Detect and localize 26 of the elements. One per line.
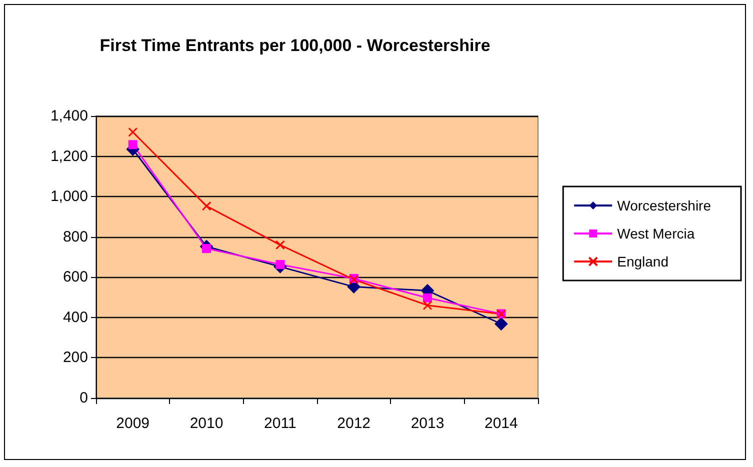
point — [276, 260, 285, 269]
x-tick-label: 2014 — [484, 415, 518, 432]
chart-title: First Time Entrants per 100,000 - Worcestershire — [100, 36, 490, 55]
y-tick-label: 1,000 — [50, 188, 88, 206]
x-tick-label: 2011 — [264, 415, 296, 432]
point — [128, 140, 138, 150]
x-tick-label: 2013 — [410, 415, 444, 432]
legend-label: West Mercia — [617, 226, 695, 242]
x-tick-label: 2012 — [337, 415, 371, 432]
y-tick-label: 1,400 — [50, 108, 88, 124]
legend-label: England — [617, 254, 669, 270]
y-tick-label: 600 — [62, 268, 88, 286]
y-tick-label: 1,200 — [50, 148, 88, 165]
point — [202, 201, 212, 211]
x-tick-label: 2010 — [190, 415, 224, 432]
y-tick-label: 400 — [62, 308, 88, 326]
y-tick-label: 200 — [62, 349, 88, 366]
x-tick-label: 2009 — [116, 415, 150, 432]
point — [423, 293, 432, 302]
point — [128, 127, 138, 137]
y-tick-label: 0 — [80, 390, 88, 406]
point — [275, 240, 285, 250]
point — [494, 317, 508, 330]
legend-label: Worcestershire — [617, 198, 712, 214]
point — [422, 300, 432, 310]
y-tick-label: 800 — [62, 228, 88, 246]
